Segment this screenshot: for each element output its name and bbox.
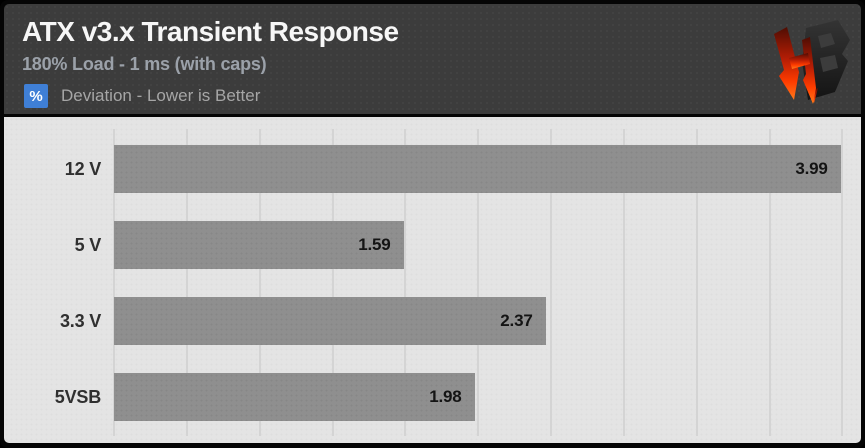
plot-area: 12 V 3.99 5 V 1.59 3.3 V 2.37 5VSB 1.98 bbox=[4, 117, 861, 443]
gridline bbox=[113, 129, 115, 436]
gridline bbox=[695, 129, 698, 436]
gridline bbox=[331, 129, 334, 436]
gridline bbox=[477, 129, 480, 436]
bar-row: 3.3 V 2.37 bbox=[4, 297, 861, 345]
chart-subtitle: 180% Load - 1 ms (with caps) bbox=[22, 54, 267, 74]
bar-row: 5 V 1.59 bbox=[4, 221, 861, 269]
bar-value-label: 2.37 bbox=[500, 311, 533, 330]
bar-value-label: 1.59 bbox=[358, 235, 391, 254]
gridline bbox=[185, 129, 188, 436]
gridline bbox=[550, 129, 553, 436]
chart-header: ATX v3.x Transient Response 180% Load - … bbox=[4, 4, 861, 114]
category-label: 12 V bbox=[64, 158, 101, 179]
category-label: 5VSB bbox=[54, 386, 101, 407]
gridline bbox=[768, 129, 771, 436]
bar-row: 5VSB 1.98 bbox=[4, 373, 861, 421]
bar-value-label: 1.98 bbox=[429, 387, 462, 406]
chart-title: ATX v3.x Transient Response bbox=[22, 16, 399, 47]
legend-label: Deviation - Lower is Better bbox=[61, 86, 261, 105]
gridline bbox=[622, 129, 625, 436]
category-label: 5 V bbox=[74, 234, 102, 255]
bar-5vsb: 1.98 bbox=[114, 373, 475, 421]
hardware-busters-logo-icon bbox=[774, 20, 850, 104]
bar-row: 12 V 3.99 bbox=[4, 145, 861, 193]
gridline bbox=[258, 129, 261, 436]
category-label: 3.3 V bbox=[59, 310, 101, 331]
bar-3.3v: 2.37 bbox=[114, 297, 546, 345]
bar-value-label: 3.99 bbox=[795, 159, 828, 178]
legend: % Deviation - Lower is Better bbox=[24, 84, 260, 108]
percent-badge-icon: % bbox=[24, 84, 48, 108]
bar-12v: 3.99 bbox=[114, 145, 841, 193]
gridline bbox=[841, 129, 844, 436]
bar-5v: 1.59 bbox=[114, 221, 404, 269]
gridline bbox=[404, 129, 407, 436]
